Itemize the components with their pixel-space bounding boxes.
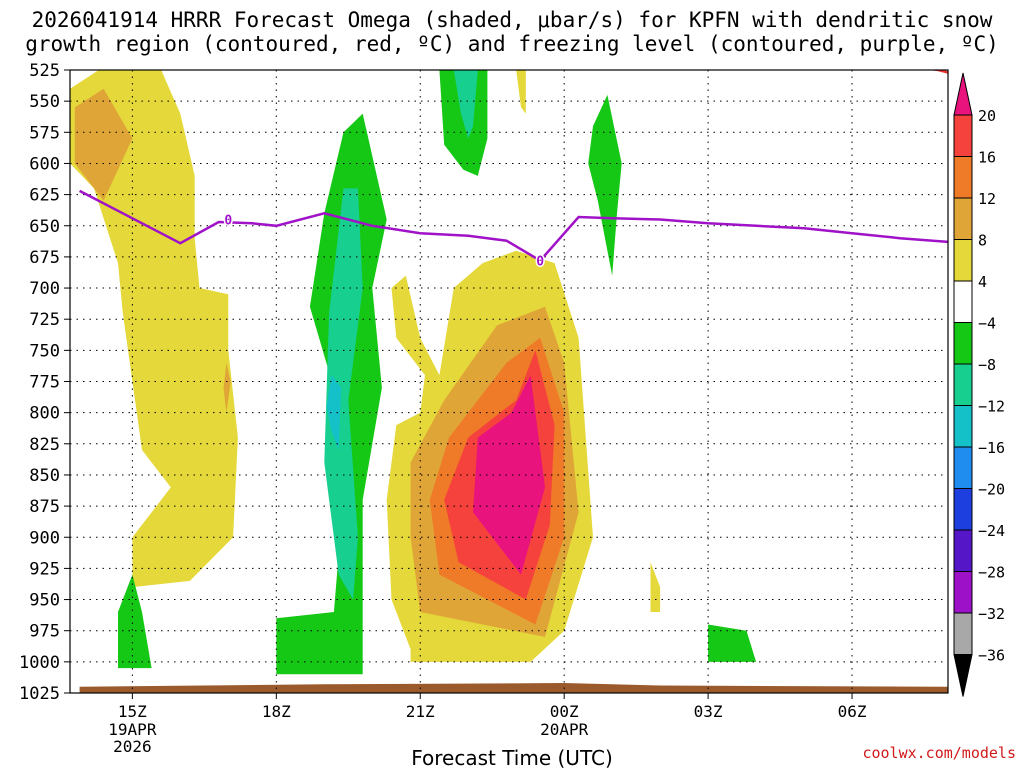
colorbar-bin [953,363,973,406]
colorbar-label: −8 [978,356,996,374]
y-tick-label: 525 [29,61,60,81]
chart-title-line-2: growth region (contoured, red, ºC) and f… [25,32,999,56]
y-tick-label: 1025 [19,684,60,704]
chart-title-line-1: 2026041914 HRRR Forecast Omega (shaded, … [31,8,993,32]
colorbar-bin [953,571,973,614]
y-tick-label: 975 [29,622,60,642]
x-tick-sublabel: 20APR [540,720,589,739]
x-tick-label: 03Z [694,702,723,721]
y-tick-label: 825 [29,435,60,455]
colorbar-label: 12 [978,190,996,208]
colorbar-bin-top-triangle [953,72,973,116]
colorbar-bin [953,322,973,365]
colorbar-label: −20 [978,481,1005,499]
colorbar-label: −24 [978,522,1005,540]
y-tick-label: 550 [29,92,60,112]
x-tick-sublabel: 19APR [108,720,157,739]
y-tick-label: 675 [29,248,60,268]
y-tick-label: 875 [29,497,60,517]
x-axis-title: Forecast Time (UTC) [411,746,613,768]
colorbar-bin [953,405,973,448]
colorbar-label: 4 [978,273,987,291]
colorbar-bin [953,114,973,157]
colorbar-label: −36 [978,647,1005,665]
rising-motion-yellow-small-b [650,562,661,612]
colorbar-label: 8 [978,232,987,250]
colorbar-label: −32 [978,605,1005,623]
x-tick-label: 18Z [262,702,291,721]
y-tick-label: 850 [29,466,60,486]
x-tick-sublabel: 2026 [113,737,152,756]
colorbar-label: −16 [978,439,1005,457]
y-tick-label: 925 [29,559,60,579]
dgz-contour-line [928,70,948,74]
colorbar-bin [953,529,973,572]
colorbar-bin [953,612,973,655]
sinking-motion-cyan-core [326,375,342,450]
sinking-motion-teal-main [324,188,363,600]
rising-motion-orange-small [223,362,231,413]
colorbar-label: 16 [978,149,996,167]
rising-motion-yellow-early [70,70,238,588]
sinking-motion-teal-top [453,70,478,139]
y-tick-label: 625 [29,186,60,206]
y-tick-label: 650 [29,217,60,237]
colorbar-bin [953,488,973,531]
x-tick-label: 21Z [406,702,435,721]
sinking-motion-green-lowright [708,624,757,662]
rising-motion-orange-early [74,88,133,201]
y-tick-label: 775 [29,373,60,393]
y-tick-label: 900 [29,528,60,548]
y-tick-label: 800 [29,404,60,424]
freezing-level-label: 0 [536,255,544,270]
y-tick-label: 725 [29,310,60,330]
x-tick-label: 06Z [838,702,867,721]
plot-area: 00 [70,70,948,693]
y-tick-label: 600 [29,154,60,174]
y-tick-label: 575 [29,123,60,143]
colorbar-label: −12 [978,398,1005,416]
y-tick-label: 1000 [19,653,60,673]
sinking-motion-green-lowleft [118,574,152,669]
colorbar-bin [953,280,973,323]
freezing-level-line [79,189,948,263]
rising-motion-yellow-small-a [516,70,526,114]
colorbar-bin [953,197,973,240]
colorbar-bin-bottom-triangle [953,654,973,697]
sinking-motion-green-right [588,94,622,276]
y-tick-label: 700 [29,279,60,299]
colorbar-label: 20 [978,107,996,125]
colorbar-bin [953,446,973,489]
colorbar-bin [953,239,973,282]
watermark-link[interactable]: coolwx.com/models [862,744,1016,762]
colorbar-bin [953,156,973,199]
freezing-level-label: 0 [224,214,232,229]
rising-motion-magenta-core [473,375,545,575]
y-tick-label: 950 [29,591,60,611]
x-tick-label: 15Z [118,702,147,721]
colorbar-label: −28 [978,564,1005,582]
y-tick-label: 750 [29,341,60,361]
colorbar-label: −4 [978,315,996,333]
x-tick-label: 00Z [550,702,579,721]
terrain-band [79,683,948,693]
